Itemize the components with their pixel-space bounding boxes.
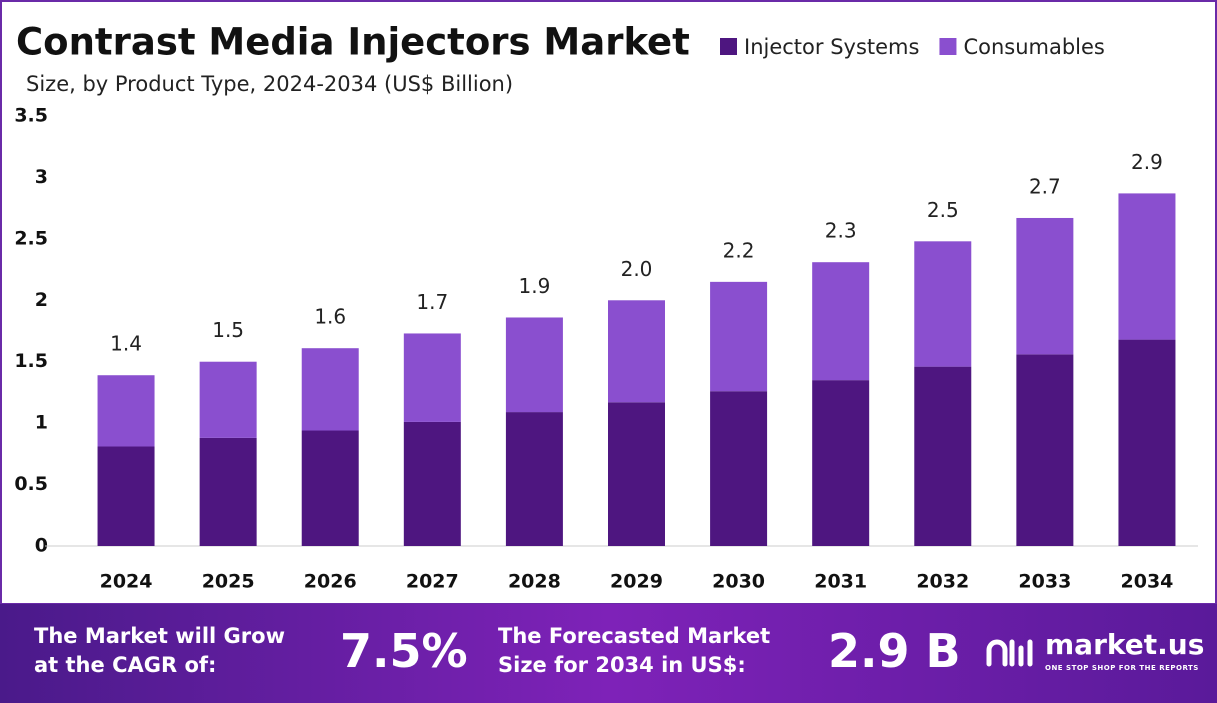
bar-segment — [1016, 354, 1074, 546]
bar-segment — [608, 300, 665, 403]
y-tick-label: 1.5 — [14, 350, 48, 372]
total-label: 1.7 — [416, 290, 448, 314]
legend-label: Consumables — [963, 35, 1104, 59]
bar-segment — [301, 430, 359, 546]
cagr-line: The Market will Grow — [34, 624, 285, 648]
x-tick-label: 2025 — [202, 571, 255, 593]
forecast-line: The Forecasted Market — [498, 624, 771, 648]
total-label: 1.4 — [110, 332, 142, 356]
x-tick-label: 2029 — [610, 571, 663, 593]
y-tick-label: 2.5 — [14, 227, 48, 249]
bar-segment — [301, 348, 359, 431]
forecast-line: Size for 2034 in US$: — [498, 653, 746, 677]
y-tick-label: 3 — [35, 166, 48, 188]
brand: market.us — [1045, 628, 1205, 661]
x-tick-label: 2033 — [1018, 571, 1071, 593]
x-tick-label: 2030 — [712, 571, 765, 593]
chart-subtitle: Size, by Product Type, 2024-2034 (US$ Bi… — [26, 72, 513, 96]
bar-segment — [812, 262, 870, 381]
y-tick-label: 3.5 — [14, 105, 48, 127]
bar-segment — [1118, 193, 1176, 340]
x-tick-label: 2028 — [508, 571, 561, 593]
bar-segment — [199, 437, 257, 546]
tagline: ONE STOP SHOP FOR THE REPORTS — [1045, 664, 1199, 672]
total-label: 1.5 — [212, 318, 244, 342]
x-tick-label: 2032 — [916, 571, 969, 593]
legend-label: Injector Systems — [744, 35, 919, 59]
chart: Contrast Media Injectors Market Size, by… — [0, 0, 1217, 605]
bar-segment — [97, 446, 155, 546]
total-label: 1.9 — [519, 274, 551, 298]
y-tick-label: 1 — [35, 412, 48, 434]
legend-swatch — [939, 38, 957, 55]
bar-segment — [505, 412, 563, 546]
footer: The Market will Grow at the CAGR of: 7.5… — [0, 604, 1217, 703]
x-tick-label: 2027 — [406, 571, 459, 593]
total-label: 2.2 — [723, 238, 755, 262]
total-label: 2.3 — [825, 219, 857, 243]
bar-segment — [710, 281, 768, 392]
total-label: 2.7 — [1029, 174, 1061, 198]
x-tick-label: 2024 — [100, 571, 153, 593]
bar-segment — [97, 375, 155, 447]
cagr-line: at the CAGR of: — [34, 653, 217, 677]
forecast-value: 2.9 B — [828, 624, 961, 678]
y-tick-label: 2 — [35, 289, 48, 311]
bar-segment — [199, 361, 257, 438]
bar-segment — [1118, 339, 1176, 546]
bar-segment — [1016, 217, 1074, 355]
bar-segment — [608, 402, 665, 546]
brand-logo — [986, 639, 1033, 667]
x-tick-label: 2034 — [1121, 571, 1174, 593]
bar-segment — [403, 421, 461, 546]
y-tick-label: 0.5 — [14, 473, 48, 495]
total-label: 1.6 — [314, 305, 346, 329]
x-tick-label: 2031 — [814, 571, 867, 593]
bar-segment — [505, 317, 563, 413]
bar-segment — [710, 391, 768, 546]
total-label: 2.5 — [927, 198, 959, 222]
x-tick-label: 2026 — [304, 571, 357, 593]
bar-segment — [914, 241, 972, 367]
total-label: 2.9 — [1131, 150, 1163, 174]
chart-title: Contrast Media Injectors Market — [16, 21, 690, 64]
y-tick-label: 0 — [35, 535, 48, 557]
legend-swatch — [720, 38, 737, 55]
total-label: 2.0 — [621, 257, 653, 281]
bar-segment — [914, 366, 972, 546]
bar-segment — [403, 333, 461, 422]
cagr-value: 7.5% — [340, 624, 468, 678]
bar-segment — [812, 380, 870, 546]
